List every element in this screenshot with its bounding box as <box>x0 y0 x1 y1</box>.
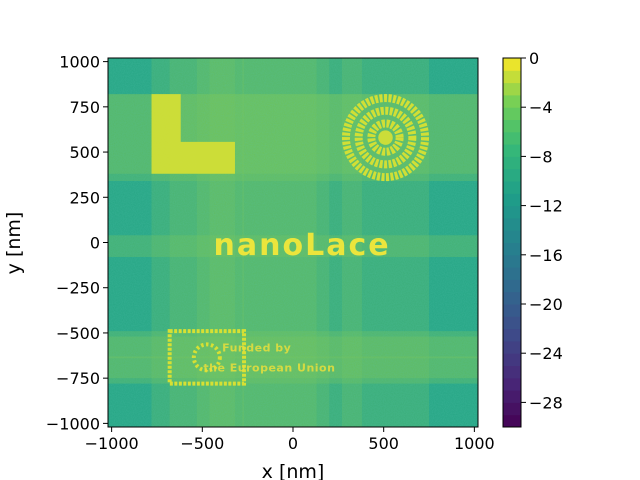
x-axis-label: x [nm] <box>262 461 325 480</box>
colorbar-tick-label: −12 <box>529 197 563 216</box>
colorbar-level <box>503 193 521 207</box>
y-tick-label: −500 <box>56 324 100 343</box>
colorbar-level <box>503 267 521 280</box>
colorbar-tick-label: 0 <box>529 49 539 68</box>
colorbar-level <box>503 70 521 84</box>
flag-stars <box>191 342 222 373</box>
y-tick-label: 1000 <box>59 53 100 72</box>
x-tick-label: 500 <box>368 434 399 453</box>
colorbar-level <box>503 340 521 354</box>
colorbar-level <box>503 205 521 219</box>
colorbar-level <box>503 291 521 305</box>
colorbar-level <box>503 168 521 182</box>
eu-text: Funded by <box>222 341 291 354</box>
nanolace-text: nanoLace <box>214 228 391 263</box>
y-axis-label: y [nm] <box>3 212 25 275</box>
x-axis: −1000 −500 0 500 1000 <box>85 427 495 453</box>
ring-mark <box>367 119 404 156</box>
colorbar-level <box>503 377 521 391</box>
colorbar-tick-label: −20 <box>529 295 563 314</box>
y-tick-label: −250 <box>56 279 100 298</box>
colorbar-level <box>503 217 521 231</box>
colorbar-level <box>503 58 521 71</box>
colorbar-tick-label: −24 <box>529 344 563 363</box>
colorbar: 0 −4 −8 −12 −16 −20 −24 −28 <box>502 49 563 428</box>
circle-mark <box>378 130 393 145</box>
colorbar-level <box>503 82 521 96</box>
colorbar-level <box>503 279 521 293</box>
x-tick-label: −500 <box>180 434 224 453</box>
ring-mark <box>341 94 430 182</box>
x-tick-label: −1000 <box>85 434 139 453</box>
colorbar-level <box>503 402 521 416</box>
y-tick-label: −750 <box>56 369 100 388</box>
colorbar-frame <box>502 57 522 428</box>
colorbar-level <box>503 156 521 170</box>
plot-area: nanoLace Funded by the European Union <box>108 58 478 427</box>
ring-mark <box>354 106 417 169</box>
colorbar-level <box>503 254 521 268</box>
colorbar-level <box>503 414 521 428</box>
y-tick-label: 250 <box>69 188 100 207</box>
colorbar-level <box>503 230 521 243</box>
colorbar-level <box>503 242 521 256</box>
colorbar-level <box>503 131 521 145</box>
colorbar-level <box>503 390 521 403</box>
colorbar-level <box>503 316 521 330</box>
l-block-mark <box>151 94 235 174</box>
colorbar-levels <box>503 58 521 428</box>
x-tick-label: 1000 <box>454 434 495 453</box>
feature-layer: nanoLace Funded by the European Union <box>151 94 430 386</box>
flag-outline <box>167 329 247 386</box>
colorbar-level <box>503 328 521 342</box>
y-axis: −1000 −750 −500 −250 0 250 500 750 1000 <box>46 53 108 433</box>
y-tick-label: 0 <box>90 234 100 253</box>
y-tick-label: 750 <box>69 98 100 117</box>
eu-text: the European Union <box>203 361 335 374</box>
colorbar-level <box>503 94 521 108</box>
colorbar-tick-label: −8 <box>529 147 553 166</box>
y-tick-label: 500 <box>69 143 100 162</box>
colorbar-level <box>503 107 521 120</box>
colorbar-level <box>503 365 521 379</box>
colorbar-level <box>503 353 521 366</box>
colorbar-level <box>503 304 521 317</box>
colorbar-level <box>503 144 521 157</box>
colorbar-tick-label: −4 <box>529 98 553 117</box>
colorbar-ticks: 0 −4 −8 −12 −16 −20 −24 −28 <box>521 49 563 412</box>
x-tick-label: 0 <box>288 434 298 453</box>
colorbar-tick-label: −16 <box>529 246 563 265</box>
colorbar-level <box>503 119 521 133</box>
y-tick-label: −1000 <box>46 414 100 433</box>
colorbar-tick-label: −28 <box>529 393 563 412</box>
colorbar-level <box>503 181 521 194</box>
